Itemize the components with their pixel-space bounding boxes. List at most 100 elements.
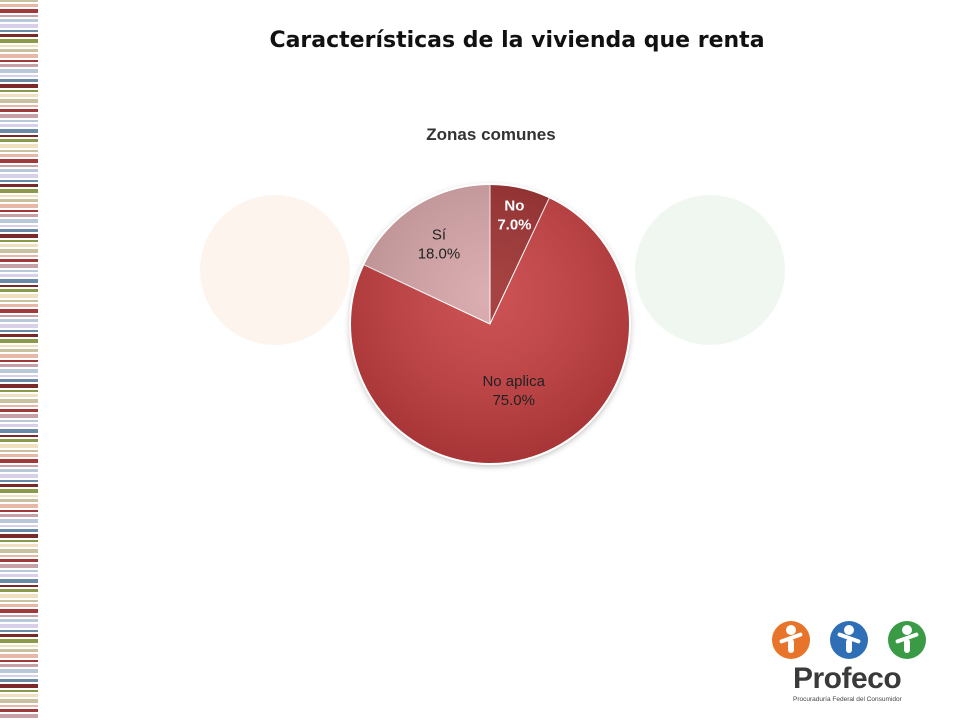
stripe xyxy=(0,30,38,32)
stripe xyxy=(0,349,38,352)
stripe xyxy=(0,429,38,433)
stripe xyxy=(0,639,38,643)
decorative-stripes xyxy=(0,0,38,720)
stripe xyxy=(0,339,38,343)
stripe xyxy=(0,469,38,472)
stripe xyxy=(0,79,38,82)
stripe xyxy=(0,484,38,487)
stripe xyxy=(0,379,38,382)
stripe xyxy=(0,570,38,572)
stripe xyxy=(0,709,38,712)
stripe xyxy=(0,705,38,707)
stripe xyxy=(0,285,38,287)
stripe xyxy=(0,249,38,253)
stripe xyxy=(0,309,38,313)
pie-slices xyxy=(349,183,631,465)
stripe xyxy=(0,369,38,373)
stripe xyxy=(0,540,38,542)
stripe xyxy=(0,390,38,392)
stripe xyxy=(0,39,38,43)
pie-labels: No 7.0% No aplica 75.0% Sí 18.0% xyxy=(418,198,546,409)
stripe xyxy=(0,564,38,568)
stripe xyxy=(0,324,38,328)
stripe xyxy=(0,49,38,52)
stripe xyxy=(0,304,38,307)
stripe xyxy=(0,45,38,47)
stripe xyxy=(0,525,38,527)
stripe xyxy=(0,364,38,367)
stripe xyxy=(0,519,38,523)
stripe xyxy=(0,195,38,197)
stripe xyxy=(0,19,38,22)
stripe xyxy=(0,589,38,592)
slice-value-label: 18.0% xyxy=(418,246,461,263)
stripe xyxy=(0,69,38,73)
stripe xyxy=(0,105,38,107)
stripe xyxy=(0,165,38,167)
stripe xyxy=(0,675,38,677)
stripe xyxy=(0,405,38,407)
stripe xyxy=(0,489,38,493)
stripe xyxy=(0,135,38,137)
stripe xyxy=(0,294,38,298)
stripe xyxy=(0,634,38,637)
stripe xyxy=(0,259,38,262)
stripe xyxy=(0,360,38,362)
stripes-graphic xyxy=(0,0,38,718)
stripe xyxy=(0,679,38,682)
stripe xyxy=(0,54,38,58)
stripe xyxy=(0,600,38,602)
stripe xyxy=(0,315,38,317)
stripe xyxy=(0,459,38,463)
stripe xyxy=(0,4,38,7)
slice-value-label: 7.0% xyxy=(497,217,531,234)
stripe xyxy=(0,319,38,322)
stripe xyxy=(0,144,38,148)
stripe xyxy=(0,574,38,577)
stripe xyxy=(0,514,38,517)
stripe xyxy=(0,474,38,478)
slide-title: Características de la vivienda que renta xyxy=(269,28,765,53)
stripe xyxy=(0,150,38,152)
stripe xyxy=(0,714,38,718)
stripe xyxy=(0,9,38,13)
stripe xyxy=(0,375,38,377)
stripe xyxy=(0,354,38,358)
stripe xyxy=(0,624,38,628)
stripe xyxy=(0,654,38,658)
stripe xyxy=(0,579,38,583)
stripe xyxy=(0,270,38,272)
stripe xyxy=(0,24,38,28)
stripe xyxy=(0,439,38,442)
stripe xyxy=(0,465,38,467)
stripe xyxy=(0,645,38,647)
stripe xyxy=(0,274,38,277)
stripe xyxy=(0,234,38,238)
profeco-logo xyxy=(772,621,926,659)
stripe xyxy=(0,409,38,412)
stripe xyxy=(0,480,38,482)
stripe xyxy=(0,214,38,217)
stripe xyxy=(0,114,38,118)
stripe xyxy=(0,424,38,427)
stripe xyxy=(0,420,38,422)
stripe xyxy=(0,669,38,673)
stripe xyxy=(0,660,38,662)
stripe xyxy=(0,394,38,397)
stripe xyxy=(0,544,38,547)
stripe xyxy=(0,244,38,247)
stripe xyxy=(0,120,38,122)
stripe xyxy=(0,189,38,193)
stripe xyxy=(0,174,38,178)
stripe xyxy=(0,0,38,2)
slice-label: No xyxy=(504,198,524,215)
stripe xyxy=(0,75,38,77)
stripe xyxy=(0,334,38,337)
stripe xyxy=(0,444,38,448)
stripe xyxy=(0,630,38,632)
stripe xyxy=(0,219,38,223)
stripe xyxy=(0,609,38,613)
chart-title: Zonas comunes xyxy=(426,125,555,144)
stripe xyxy=(0,615,38,617)
stripe xyxy=(0,15,38,17)
